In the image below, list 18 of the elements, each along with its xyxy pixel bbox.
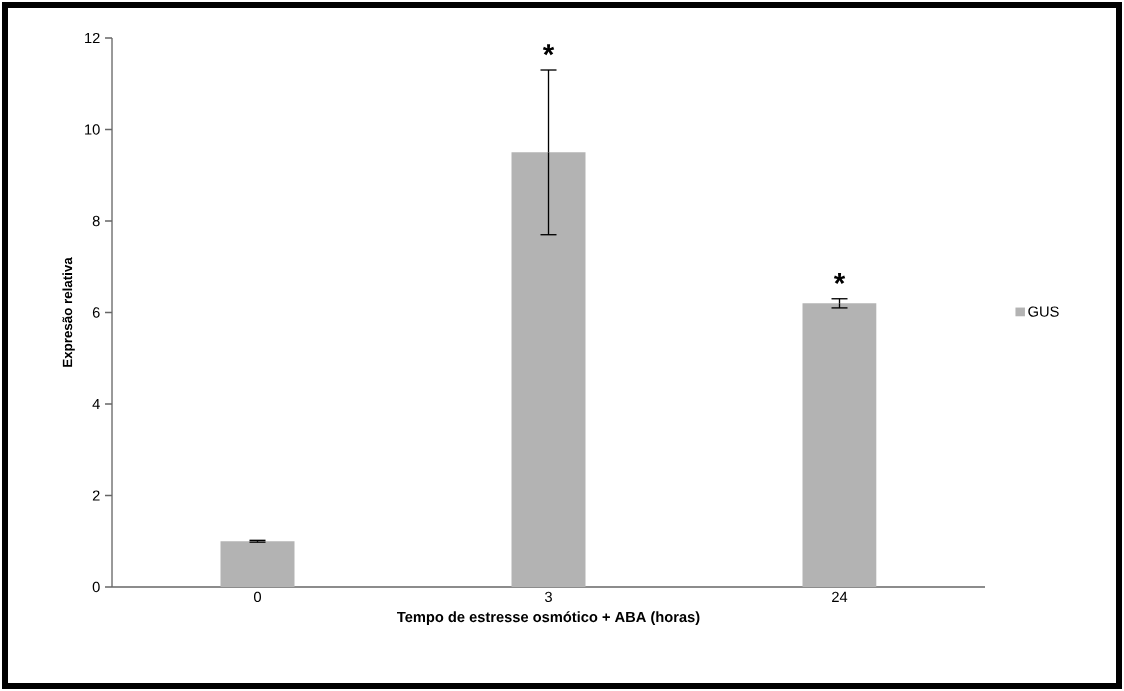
y-tick-label: 2 [92,490,100,501]
bar [511,152,586,587]
annotation: * [542,44,555,56]
bar [802,303,877,587]
x-axis-title: Tempo de estresse osmótico + ABA (horas) [397,611,700,626]
x-tick-label: 3 [544,591,552,603]
legend-label: GUS [1028,306,1059,317]
y-tick-label: 4 [92,398,100,410]
bar [220,541,295,587]
y-tick-label: 8 [92,215,100,227]
y-tick-label: 12 [85,32,100,44]
y-tick-label: 10 [85,124,100,135]
y-axis-title: Expresão relativa [62,257,75,367]
x-tick-label: 24 [832,591,848,602]
annotation: * [833,272,846,284]
y-tick-label: 0 [92,581,100,593]
x-tick-label: 0 [253,591,261,603]
y-tick-label: 6 [92,307,100,318]
